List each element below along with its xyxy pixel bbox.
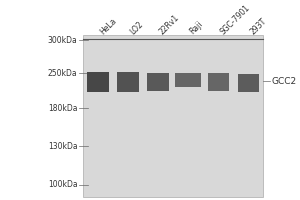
Bar <box>175 73 201 87</box>
Bar <box>87 72 109 92</box>
Text: SGC-7901: SGC-7901 <box>218 3 251 36</box>
Text: 22Rv1: 22Rv1 <box>158 12 181 36</box>
Text: 250kDa: 250kDa <box>48 69 77 78</box>
Text: Raji: Raji <box>188 19 205 36</box>
Text: 300kDa: 300kDa <box>48 36 77 45</box>
Bar <box>83 35 263 197</box>
Text: 293T: 293T <box>248 16 268 36</box>
Text: HeLa: HeLa <box>98 16 118 36</box>
Bar <box>148 73 169 91</box>
Bar <box>208 73 229 91</box>
Text: 130kDa: 130kDa <box>48 142 77 151</box>
Bar <box>238 74 259 92</box>
Text: LO2: LO2 <box>128 19 145 36</box>
Text: 180kDa: 180kDa <box>48 104 77 113</box>
Bar <box>118 72 139 92</box>
Text: GCC2: GCC2 <box>272 77 297 86</box>
Text: 100kDa: 100kDa <box>48 180 77 189</box>
